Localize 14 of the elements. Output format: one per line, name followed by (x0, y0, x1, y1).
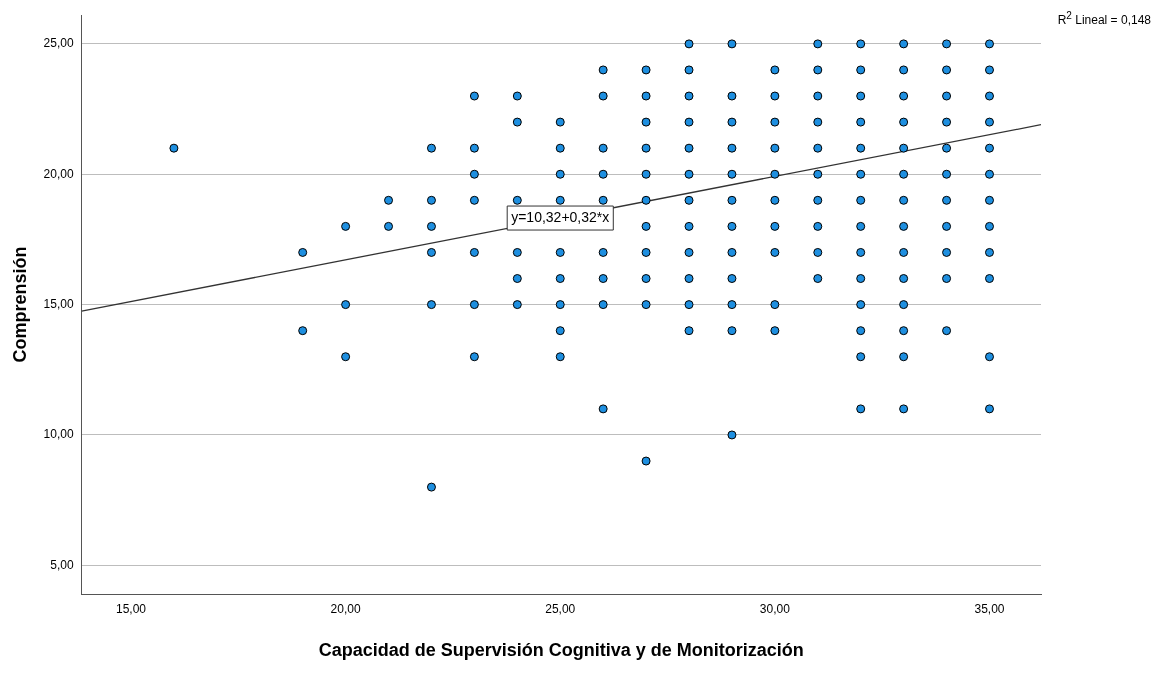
y-tick-label: 25,00 (43, 36, 74, 51)
x-tick-label: 30,00 (759, 601, 791, 616)
x-tick-label: 15,00 (115, 601, 147, 616)
x-tick-label: 35,00 (974, 601, 1005, 616)
y-tick-label: 20,00 (43, 166, 74, 181)
y-axis-title: Comprensión (9, 246, 30, 363)
y-tick-label: 5,00 (50, 557, 74, 572)
y-tick-label: 10,00 (43, 427, 74, 442)
x-tick-label: 25,00 (545, 601, 576, 616)
x-axis-title: Capacidad de Supervisión Cognitiva y de Monitorización (318, 640, 804, 661)
x-tick-label: 20,00 (330, 601, 361, 616)
text: R$^{2}$ Lineal = 0,148 (1057, 10, 1151, 27)
y-tick-label: 15,00 (43, 296, 74, 311)
annotation: y=10,32+0,32*x (511, 208, 610, 225)
